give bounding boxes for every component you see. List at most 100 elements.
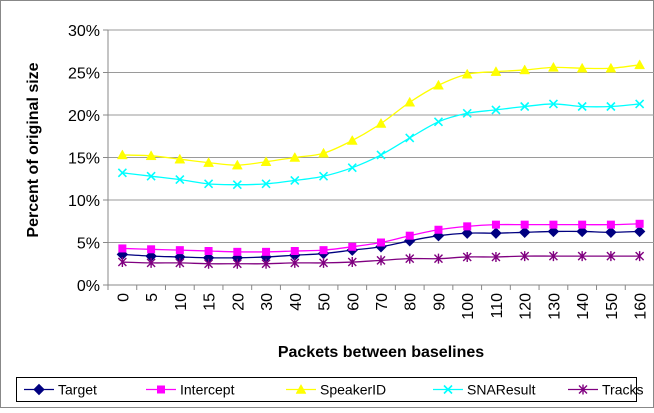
y-tick-label: 30% [68, 23, 100, 40]
data-point-tracks [261, 258, 271, 269]
data-point-snaresult [520, 101, 530, 112]
x-tick-label: 110 [489, 293, 506, 319]
data-point-intercept [606, 220, 615, 229]
data-point-snaresult [433, 117, 444, 127]
x-tick-label: 80 [403, 293, 420, 311]
legend-marker-snaresult [443, 384, 453, 395]
x-tick-label: 150 [604, 293, 621, 320]
data-point-tracks [290, 257, 300, 268]
data-point-snaresult [606, 101, 616, 112]
data-point-snaresult [117, 168, 127, 178]
data-point-tracks [491, 251, 501, 262]
data-point-intercept [319, 246, 328, 255]
x-tick-label: 70 [374, 293, 391, 311]
data-point-tracks [635, 251, 645, 262]
data-point-intercept [233, 247, 242, 256]
data-point-intercept [377, 238, 385, 247]
data-point-speakerid [346, 134, 358, 145]
x-tick-label: 20 [230, 293, 247, 311]
data-point-speakerid [634, 59, 646, 70]
x-axis-label: Packets between baselines [278, 344, 484, 361]
data-point-snaresult [577, 101, 587, 112]
data-point-intercept [290, 247, 299, 255]
data-point-tracks [520, 251, 530, 262]
x-tick-label: 40 [288, 293, 305, 311]
data-point-tracks [347, 257, 357, 268]
data-point-intercept [635, 219, 644, 228]
data-point-speakerid [260, 156, 272, 166]
data-point-snaresult [548, 99, 558, 109]
data-point-snaresult [146, 171, 156, 181]
data-point-speakerid [375, 117, 387, 128]
x-tick-label: 0 [115, 293, 132, 302]
data-point-intercept [405, 231, 414, 240]
data-point-snaresult [635, 99, 645, 109]
x-tick-label: 100 [460, 293, 477, 320]
data-point-tracks [548, 251, 558, 262]
data-point-intercept [491, 220, 500, 229]
data-point-speakerid [461, 68, 473, 79]
data-point-tracks [462, 251, 472, 262]
data-point-speakerid [605, 62, 617, 73]
data-point-target [576, 225, 588, 238]
data-point-tracks [376, 255, 386, 266]
legend-label-intercept: Intercept [180, 382, 235, 398]
data-point-tracks [433, 253, 443, 264]
data-point-intercept [348, 242, 357, 251]
data-point-snaresult [232, 180, 242, 190]
data-point-snaresult [347, 163, 357, 173]
data-point-snaresult [175, 175, 185, 185]
legend: Target Intercept SpeakerID SNAResult Tracks [16, 377, 643, 402]
data-point-tracks [405, 253, 415, 264]
data-point-speakerid [547, 61, 559, 72]
data-point-speakerid [174, 153, 186, 164]
data-point-tracks [175, 257, 185, 268]
axes [107, 30, 654, 286]
legend-marker-speakerid [295, 383, 307, 394]
y-tick-label: 5% [77, 236, 100, 253]
data-point-target [605, 226, 617, 239]
data-point-speakerid [433, 79, 444, 90]
legend-label-snaresult: SNAResult [467, 382, 536, 398]
data-point-intercept [578, 220, 587, 229]
data-point-speakerid [145, 150, 157, 161]
data-point-intercept [262, 247, 271, 256]
data-point-intercept [434, 225, 443, 234]
x-tick-label: 50 [317, 293, 334, 311]
data-point-speakerid [519, 64, 531, 75]
data-point-intercept [175, 246, 184, 255]
data-point-intercept [549, 220, 558, 229]
data-point-tracks [577, 251, 587, 262]
y-tick-label: 20% [68, 108, 100, 125]
data-point-speakerid [404, 96, 416, 107]
data-point-tracks [117, 257, 127, 268]
legend-box [16, 377, 637, 402]
data-point-snaresult [204, 179, 214, 189]
data-point-tracks [232, 258, 242, 269]
x-tick-label: 5 [144, 293, 161, 302]
data-point-snaresult [261, 179, 271, 189]
data-point-tracks [319, 257, 329, 268]
legend-label-target: Target [58, 382, 97, 398]
data-point-speakerid [318, 147, 329, 158]
data-point-snaresult [491, 105, 501, 115]
data-point-speakerid [576, 62, 588, 73]
data-point-tracks [204, 258, 214, 269]
data-point-tracks [146, 257, 156, 268]
data-point-snaresult [405, 133, 415, 143]
x-tick-label: 10 [173, 293, 190, 311]
data-point-snaresult [290, 175, 300, 186]
x-tick-label: 15 [202, 293, 219, 311]
data-point-intercept [463, 222, 472, 231]
data-point-target [490, 227, 502, 239]
y-tick-label: 0% [77, 278, 100, 295]
data-point-intercept [118, 244, 127, 253]
y-axis-label: Percent of original size [25, 62, 42, 237]
x-tick-label: 60 [345, 293, 362, 311]
data-point-snaresult [376, 150, 386, 160]
data-point-speakerid [203, 157, 215, 167]
legend-marker-tracks [578, 384, 588, 395]
y-tick-label: 15% [68, 151, 100, 168]
